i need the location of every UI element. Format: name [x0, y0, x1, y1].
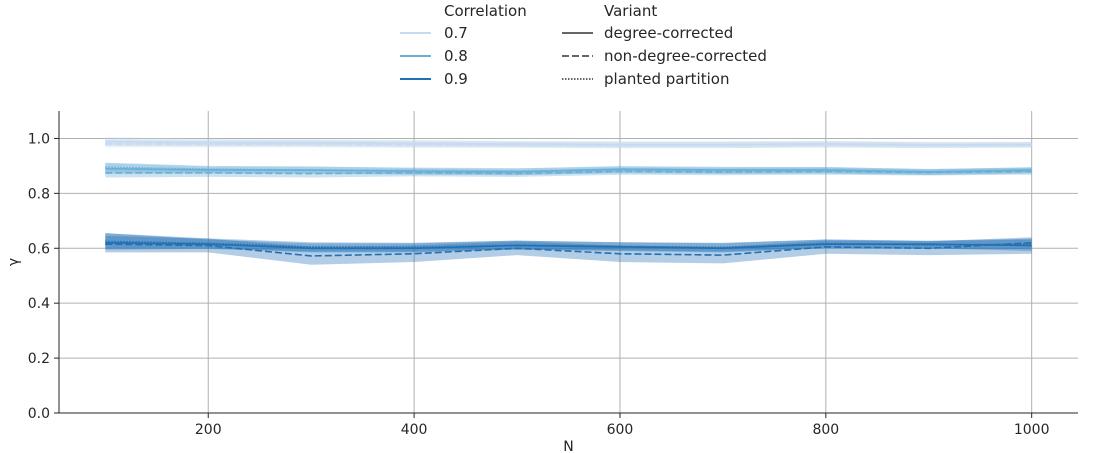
legend-title-correlation: Correlation	[444, 2, 527, 20]
x-tick-label: 400	[401, 422, 428, 438]
x-tick-label: 200	[195, 422, 222, 438]
grid	[59, 111, 1078, 414]
legend-label-0.9: 0.9	[444, 70, 468, 88]
legend-label-planted-partition: planted partition	[604, 70, 729, 88]
legend-label-non-degree-corrected: non-degree-corrected	[604, 47, 767, 65]
x-axis-label: N	[563, 439, 573, 453]
y-tick-label: 0.6	[28, 241, 50, 257]
x-tick-label: 1000	[1014, 422, 1050, 438]
legend-label-degree-corrected: degree-corrected	[604, 24, 733, 42]
series-line-0.8-non-degree-corrected	[105, 170, 1032, 175]
tick-labels: 200 400 600 800 1000 0.0 0.2 0.4 0.6 0.8 1.0	[28, 131, 1050, 438]
y-tick-label: 0.8	[28, 186, 50, 202]
y-tick-label: 0.2	[28, 351, 50, 367]
x-tick-label: 800	[812, 422, 839, 438]
axes	[54, 111, 1078, 418]
y-tick-label: 1.0	[28, 131, 50, 147]
legend-label-0.8: 0.8	[444, 47, 468, 65]
ci-band-0.7-planted-partition	[105, 139, 1032, 148]
legend-title-variant: Variant	[604, 2, 657, 20]
legend-label-0.7: 0.7	[444, 24, 468, 42]
x-tick-label: 600	[607, 422, 634, 438]
y-axis-label: γ	[6, 258, 22, 266]
y-tick-label: 0.0	[28, 406, 50, 422]
series-line-0.9-non-degree-corrected	[105, 241, 1032, 257]
legend: Correlation Variant 0.7 0.8 0.9 degree-corr…	[400, 2, 767, 88]
series-line-0.7-planted-partition	[105, 141, 1032, 146]
series-line-0.9-planted-partition	[105, 240, 1032, 249]
series-line-0.8-planted-partition	[105, 166, 1032, 173]
y-tick-label: 0.4	[28, 296, 50, 312]
series-lines	[105, 140, 1032, 257]
